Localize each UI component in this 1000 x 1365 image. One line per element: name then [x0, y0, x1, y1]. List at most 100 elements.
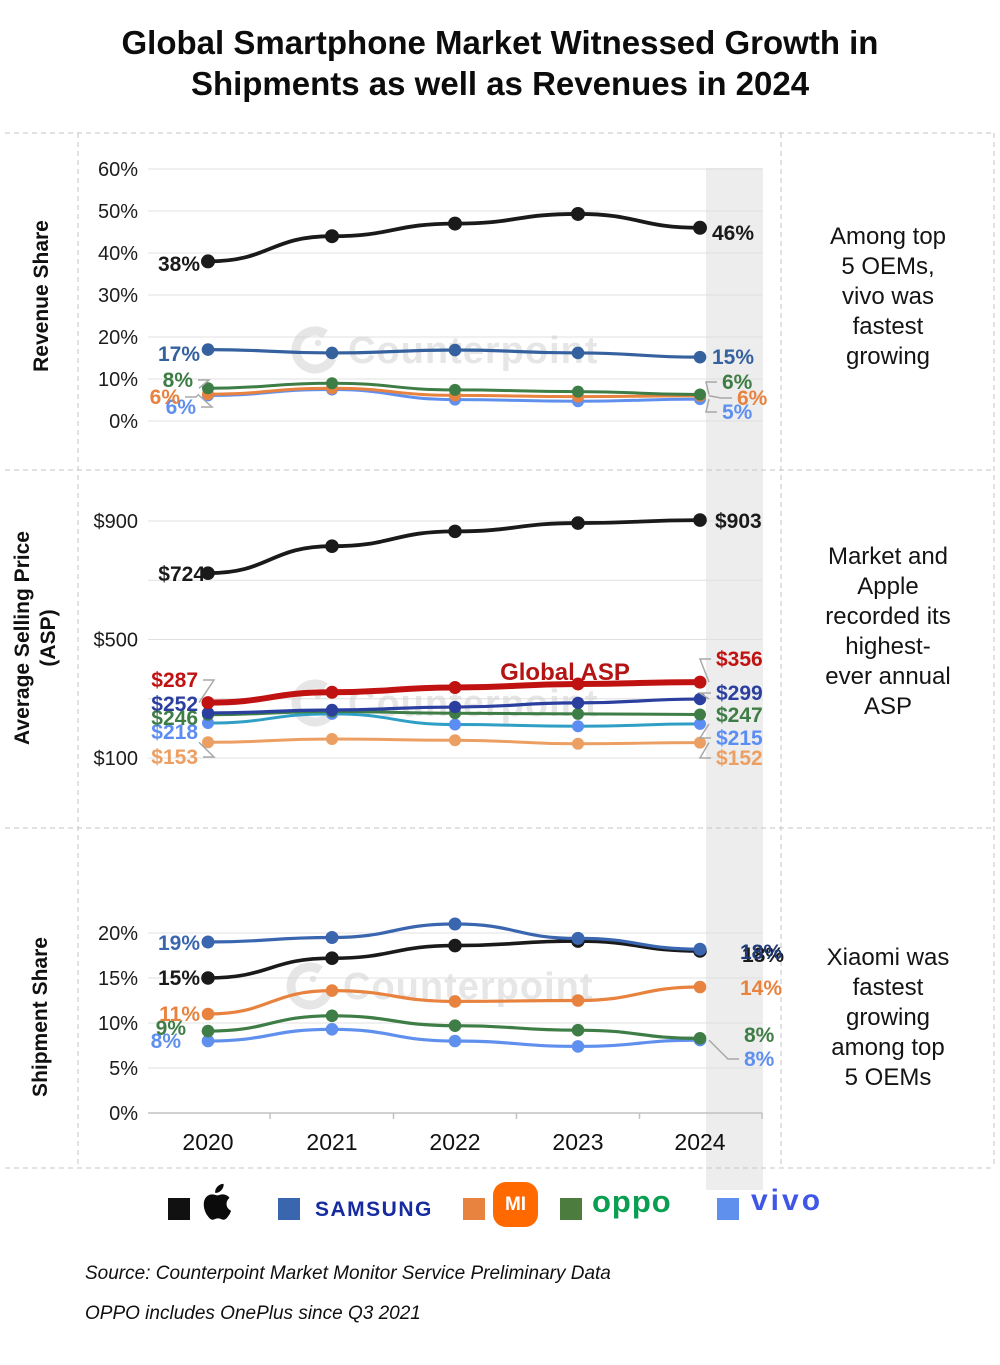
samsung-value-label: 15% — [712, 346, 754, 369]
data-point — [325, 539, 339, 553]
apple-value-label: 46% — [712, 222, 754, 245]
data-point — [448, 995, 462, 1008]
series-apple: $724 $903 — [158, 510, 761, 586]
y-tick-label: 60% — [98, 159, 138, 181]
data-point — [325, 951, 339, 965]
highlight-band-2024 — [706, 168, 763, 1190]
series-samsung: 19% 18% — [158, 917, 782, 964]
series-global-asp: $287 $356 — [151, 648, 763, 710]
apple-value-label: 18% — [742, 944, 784, 967]
y-tick-label: $500 — [94, 630, 139, 652]
samsung-value-label: 17% — [158, 343, 200, 366]
data-point — [693, 350, 707, 364]
data-point — [571, 677, 585, 691]
series-apple: 38% 46% — [158, 206, 754, 276]
data-point — [449, 734, 461, 747]
annotation-revenue: Among top 5 OEMs, vivo was fastest growi… — [829, 223, 947, 370]
data-point — [325, 229, 339, 244]
data-point — [693, 692, 707, 706]
series-oppo: 8% 6% — [163, 369, 753, 401]
vivo-value-label: 8% — [744, 1048, 775, 1071]
global asp-value-label: $356 — [716, 648, 763, 671]
y-tick-label: 0% — [109, 411, 138, 433]
y-tick-label: 10% — [98, 369, 138, 391]
data-point — [448, 917, 462, 931]
data-point — [571, 994, 585, 1007]
y-tick-label: 30% — [98, 285, 138, 307]
data-point — [201, 343, 215, 356]
data-point — [448, 938, 462, 953]
y-tick-label: 5% — [109, 1058, 138, 1080]
annotation-shipment: Xiaomi was fastest growing among top 5 O… — [826, 944, 950, 1091]
x-tick-label: 2024 — [674, 1129, 725, 1155]
data-point — [325, 984, 339, 997]
data-point — [325, 1023, 339, 1036]
y-tick-label: 50% — [98, 201, 138, 223]
series-xiaomi: 11% 14% — [159, 977, 782, 1026]
series-vivo: $218 $215 — [151, 707, 763, 750]
global asp-value-label: $287 — [151, 669, 198, 692]
data-point — [325, 346, 339, 360]
data-point — [693, 942, 707, 956]
xiaomi-swatch — [463, 1198, 485, 1220]
data-point — [325, 1009, 339, 1023]
y-tick-label: 40% — [98, 243, 138, 265]
data-point — [449, 718, 461, 731]
y-tick-label: 15% — [98, 968, 138, 990]
data-point — [571, 1040, 585, 1053]
samsung-swatch — [278, 1198, 300, 1220]
data-point — [202, 736, 214, 749]
xiaomi-value-label: 11% — [159, 1003, 200, 1026]
label-connector — [185, 393, 200, 398]
data-point — [448, 524, 462, 539]
xiaomi-value-label: $152 — [716, 747, 763, 770]
label-connector — [698, 658, 711, 683]
oppo-wordmark: oppo — [592, 1184, 672, 1219]
apple-value-label: $724 — [158, 563, 205, 586]
data-point — [694, 708, 706, 721]
oppo-value-label: 8% — [744, 1024, 775, 1047]
data-point — [693, 220, 707, 235]
label-connector — [198, 741, 216, 758]
label-connector — [705, 381, 717, 395]
oppo-value-label: $247 — [716, 704, 763, 727]
data-point — [694, 388, 706, 401]
label-connector — [198, 679, 216, 704]
label-connector — [198, 379, 212, 389]
data-point — [448, 343, 462, 357]
samsung-wordmark: SAMSUNG — [315, 1198, 433, 1221]
data-point — [571, 206, 585, 221]
label-connector — [698, 723, 711, 739]
data-point — [448, 1034, 462, 1048]
series-apple: 15% 18% — [158, 934, 784, 990]
x-tick-label: 2020 — [182, 1129, 233, 1155]
vivo-value-label: $218 — [151, 721, 198, 744]
x-tick-label: 2022 — [429, 1129, 480, 1155]
data-point — [571, 696, 585, 710]
data-point — [571, 931, 585, 945]
data-point — [201, 1034, 215, 1048]
label-connector — [708, 395, 732, 399]
series-oppo: 9% 8% — [156, 1009, 775, 1047]
data-point — [694, 717, 706, 730]
x-tick-label: 2021 — [306, 1129, 357, 1155]
data-point — [201, 566, 215, 580]
vivo-value-label: 5% — [722, 401, 753, 424]
series-xiaomi: $153 $152 — [151, 733, 763, 770]
data-point — [201, 706, 215, 720]
data-point — [571, 346, 585, 360]
vivo-value-label: $215 — [716, 727, 763, 750]
data-point — [448, 216, 462, 231]
samsung-value-label: $299 — [716, 682, 763, 705]
label-connector — [198, 394, 214, 408]
data-point — [326, 377, 338, 390]
data-point — [693, 980, 707, 994]
data-point — [201, 971, 215, 985]
data-point — [325, 703, 339, 717]
xiaomi-value-label: 14% — [740, 977, 782, 1000]
data-point — [201, 696, 215, 710]
data-point — [202, 382, 214, 395]
